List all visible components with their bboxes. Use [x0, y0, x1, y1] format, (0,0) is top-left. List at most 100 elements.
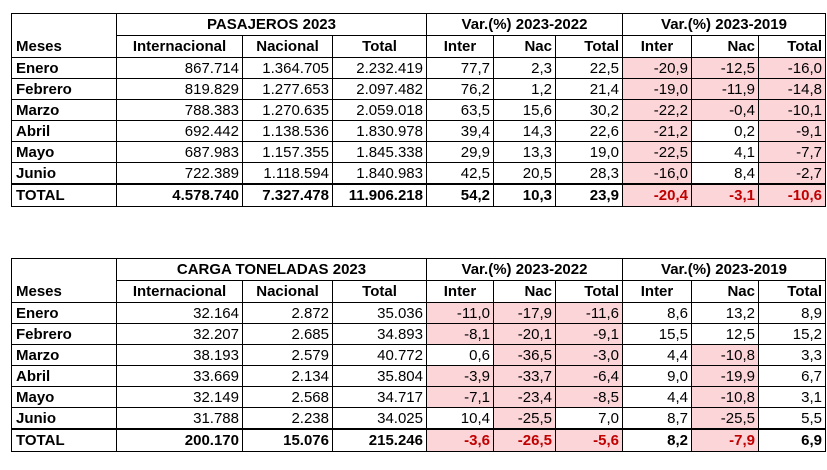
total-cell: -10,6 — [758, 183, 826, 207]
table-row: Abril 692.442 1.138.536 1.830.978 39,4 14,3 22… — [11, 120, 826, 142]
table-cell: -22,5 — [622, 141, 692, 163]
group-header: PASAJEROS 2023 — [116, 13, 427, 36]
table-cell: 4,4 — [622, 344, 692, 366]
month-label: Enero — [11, 302, 117, 324]
table-cell: 29,9 — [426, 141, 494, 163]
column-header: Total — [758, 35, 826, 58]
table-cell: -11,0 — [426, 302, 494, 324]
group-header: Var.(%) 2023-2019 — [622, 258, 826, 281]
total-cell: -20,4 — [622, 183, 692, 207]
column-header: Inter — [622, 280, 692, 303]
table-cell: -11,6 — [555, 302, 623, 324]
column-header: Internacional — [116, 35, 243, 58]
months-header: Meses — [11, 280, 117, 303]
total-cell: -3,1 — [691, 183, 759, 207]
group-header: Var.(%) 2023-2019 — [622, 13, 826, 36]
table-cell: 8,4 — [691, 162, 759, 185]
table-cell: 4,4 — [622, 386, 692, 408]
table-cell: 788.383 — [116, 99, 243, 121]
table-cell: 2.568 — [242, 386, 333, 408]
table-cell: -2,7 — [758, 162, 826, 185]
table-cell: -16,0 — [622, 162, 692, 185]
table-row: Marzo 788.383 1.270.635 2.059.018 63,5 15,6 30… — [11, 99, 826, 121]
table-cell: 2.238 — [242, 407, 333, 430]
column-header: Total — [555, 280, 623, 303]
table-cell: -25,5 — [493, 407, 556, 430]
table-row: Febrero 819.829 1.277.653 2.097.482 76,2 1,2 2… — [11, 78, 826, 100]
months-header: Meses — [11, 35, 117, 58]
table-cell: -10,1 — [758, 99, 826, 121]
month-label: Febrero — [11, 78, 117, 100]
table-cell: 34.025 — [332, 407, 427, 430]
table-cell: 15,2 — [758, 323, 826, 345]
table-cell: -20,9 — [622, 57, 692, 79]
column-header: Total — [758, 280, 826, 303]
table-cell: 28,3 — [555, 162, 623, 185]
table-cell: -14,8 — [758, 78, 826, 100]
month-label: Mayo — [11, 386, 117, 408]
column-header: Total — [332, 35, 427, 58]
table-cell: -8,5 — [555, 386, 623, 408]
month-label: Marzo — [11, 99, 117, 121]
table-cell: 8,7 — [622, 407, 692, 430]
table-cell: 35.804 — [332, 365, 427, 387]
table-cell: 20,5 — [493, 162, 556, 185]
table-cell: 42,5 — [426, 162, 494, 185]
total-cell: 4.578.740 — [116, 183, 243, 207]
table-cell: -0,4 — [691, 99, 759, 121]
table-cell: 8,9 — [758, 302, 826, 324]
table-row: Febrero 32.207 2.685 34.893 -8,1 -20,1 -9,1 15,… — [11, 323, 826, 345]
table-cell: 1.270.635 — [242, 99, 333, 121]
group-header-row: PASAJEROS 2023 Var.(%) 2023-2022 Var.(%) 2… — [11, 13, 826, 36]
table-cell: 10,4 — [426, 407, 494, 430]
table-row: Junio 31.788 2.238 34.025 10,4 -25,5 7,0 8,7 -25… — [11, 407, 826, 430]
pasajeros-table: PASAJEROS 2023 Var.(%) 2023-2022 Var.(%) 2… — [11, 13, 826, 207]
total-cell: 10,3 — [493, 183, 556, 207]
table-cell: 38.193 — [116, 344, 243, 366]
table-cell: -33,7 — [493, 365, 556, 387]
table-row: Mayo 32.149 2.568 34.717 -7,1 -23,4 -8,5 4,4 -10… — [11, 386, 826, 408]
table-cell: -9,1 — [758, 120, 826, 142]
table-cell: 22,6 — [555, 120, 623, 142]
month-label: Marzo — [11, 344, 117, 366]
table-cell: 3,3 — [758, 344, 826, 366]
total-cell: 7.327.478 — [242, 183, 333, 207]
month-label: Abril — [11, 120, 117, 142]
month-label: Junio — [11, 407, 117, 430]
table-cell: 5,5 — [758, 407, 826, 430]
table-cell: 2.872 — [242, 302, 333, 324]
column-header: Nacional — [242, 35, 333, 58]
table-cell: 0,2 — [691, 120, 759, 142]
month-label: Enero — [11, 57, 117, 79]
total-cell: -26,5 — [493, 428, 556, 452]
table-cell: -36,5 — [493, 344, 556, 366]
table-cell: -16,0 — [758, 57, 826, 79]
table-cell: 13,3 — [493, 141, 556, 163]
table-row: Enero 867.714 1.364.705 2.232.419 77,7 2,3 22,… — [11, 57, 826, 79]
table-cell: -19,0 — [622, 78, 692, 100]
table-cell: 1.840.983 — [332, 162, 427, 185]
table-cell: 2.134 — [242, 365, 333, 387]
month-label: Febrero — [11, 323, 117, 345]
total-cell: 23,9 — [555, 183, 623, 207]
total-cell: 8,2 — [622, 428, 692, 452]
table-cell: 7,0 — [555, 407, 623, 430]
table-cell: 0,6 — [426, 344, 494, 366]
table-cell: 1.277.653 — [242, 78, 333, 100]
table-cell: -12,5 — [691, 57, 759, 79]
total-label: TOTAL — [11, 428, 117, 452]
table-cell: 13,2 — [691, 302, 759, 324]
table-cell: -10,8 — [691, 344, 759, 366]
month-label: Junio — [11, 162, 117, 185]
table-cell: 2.059.018 — [332, 99, 427, 121]
table-cell: -3,0 — [555, 344, 623, 366]
total-label: TOTAL — [11, 183, 117, 207]
total-cell: -5,6 — [555, 428, 623, 452]
table-row: Marzo 38.193 2.579 40.772 0,6 -36,5 -3,0 4,4 -10… — [11, 344, 826, 366]
table-cell: 1,2 — [493, 78, 556, 100]
column-header: Nac — [493, 35, 556, 58]
group-header: CARGA TONELADAS 2023 — [116, 258, 427, 281]
table-row: Enero 32.164 2.872 35.036 -11,0 -17,9 -11,6 8,6… — [11, 302, 826, 324]
table-cell: 1.845.338 — [332, 141, 427, 163]
table-cell: -21,2 — [622, 120, 692, 142]
